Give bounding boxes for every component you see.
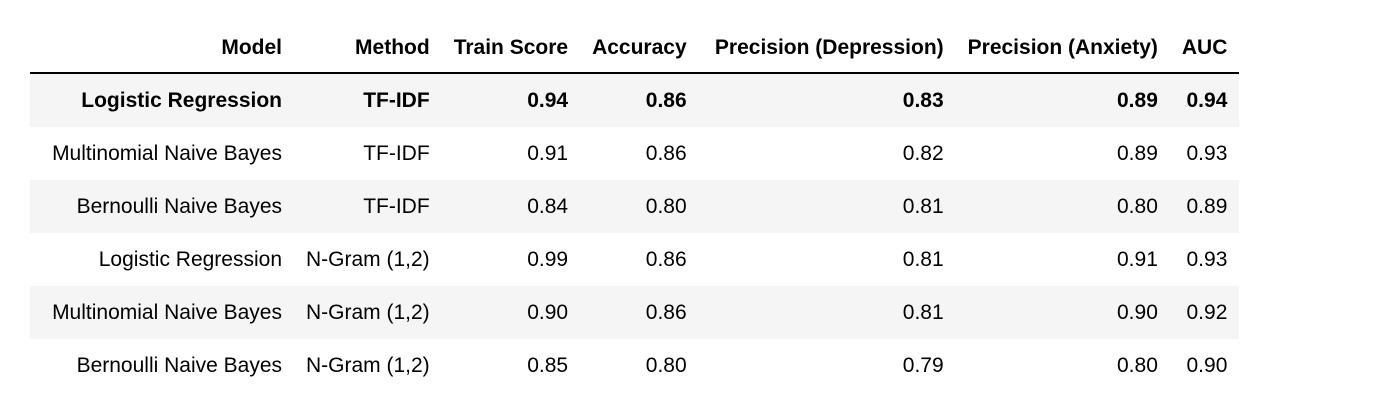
cell-model: Logistic Regression (81, 88, 282, 112)
cell-precision-depression: 0.81 (902, 247, 944, 271)
cell-accuracy: 0.86 (645, 141, 687, 165)
cell-precision-depression: 0.79 (902, 353, 944, 377)
column-header-model: Model (30, 24, 294, 74)
cell-train-score: 0.90 (527, 300, 569, 324)
table-row: Multinomial Naive Bayes TF-IDF 0.91 0.86… (30, 127, 1240, 180)
cell-precision-anxiety: 0.80 (1117, 194, 1158, 218)
table-row-best: Logistic Regression TF-IDF 0.94 0.86 0.8… (30, 73, 1240, 127)
column-header-precision-anxiety: Precision (Anxiety) (955, 24, 1170, 74)
table-row: Bernoulli Naive Bayes TF-IDF 0.84 0.80 0… (30, 180, 1240, 233)
column-header-method: Method (294, 24, 442, 74)
cell-method: TF-IDF (363, 141, 430, 165)
cell-model: Multinomial Naive Bayes (52, 300, 282, 324)
cell-auc: 0.94 (1186, 88, 1228, 112)
cell-model: Bernoulli Naive Bayes (76, 353, 282, 377)
column-header-train-score: Train Score (441, 24, 581, 74)
cell-method: N-Gram (1,2) (306, 300, 430, 324)
results-table: Model Method Train Score Accuracy Precis… (30, 24, 1240, 392)
table-row: Multinomial Naive Bayes N-Gram (1,2) 0.9… (30, 286, 1240, 339)
cell-precision-anxiety: 0.89 (1117, 141, 1158, 165)
table-header-row: Model Method Train Score Accuracy Precis… (30, 24, 1240, 74)
cell-precision-depression: 0.81 (902, 300, 944, 324)
table-row: Logistic Regression N-Gram (1,2) 0.99 0.… (30, 233, 1240, 286)
cell-auc: 0.89 (1186, 194, 1228, 218)
cell-train-score: 0.84 (527, 194, 569, 218)
column-header-precision-depression: Precision (Depression) (698, 24, 956, 74)
cell-accuracy: 0.86 (645, 300, 687, 324)
cell-train-score: 0.85 (527, 353, 569, 377)
cell-auc: 0.90 (1186, 353, 1228, 377)
cell-precision-anxiety: 0.89 (1117, 88, 1158, 112)
table-row: Bernoulli Naive Bayes N-Gram (1,2) 0.85 … (30, 339, 1240, 392)
cell-precision-anxiety: 0.90 (1117, 300, 1158, 324)
cell-method: TF-IDF (363, 194, 430, 218)
cell-train-score: 0.91 (527, 141, 569, 165)
cell-train-score: 0.94 (527, 88, 569, 112)
cell-method: N-Gram (1,2) (306, 353, 430, 377)
column-header-auc: AUC (1169, 24, 1240, 74)
cell-precision-anxiety: 0.91 (1117, 247, 1158, 271)
cell-accuracy: 0.86 (645, 247, 687, 271)
cell-auc: 0.93 (1186, 141, 1228, 165)
cell-precision-depression: 0.81 (902, 194, 944, 218)
cell-accuracy: 0.80 (645, 353, 687, 377)
cell-precision-depression: 0.83 (902, 88, 944, 112)
cell-train-score: 0.99 (527, 247, 569, 271)
cell-model: Logistic Regression (98, 247, 282, 271)
cell-accuracy: 0.80 (645, 194, 687, 218)
cell-method: TF-IDF (363, 88, 430, 112)
cell-model: Bernoulli Naive Bayes (76, 194, 282, 218)
cell-precision-anxiety: 0.80 (1117, 353, 1158, 377)
cell-accuracy: 0.86 (645, 88, 687, 112)
cell-auc: 0.93 (1186, 247, 1228, 271)
cell-method: N-Gram (1,2) (306, 247, 430, 271)
cell-model: Multinomial Naive Bayes (52, 141, 282, 165)
column-header-accuracy: Accuracy (580, 24, 699, 74)
cell-auc: 0.92 (1186, 300, 1228, 324)
cell-precision-depression: 0.82 (902, 141, 944, 165)
